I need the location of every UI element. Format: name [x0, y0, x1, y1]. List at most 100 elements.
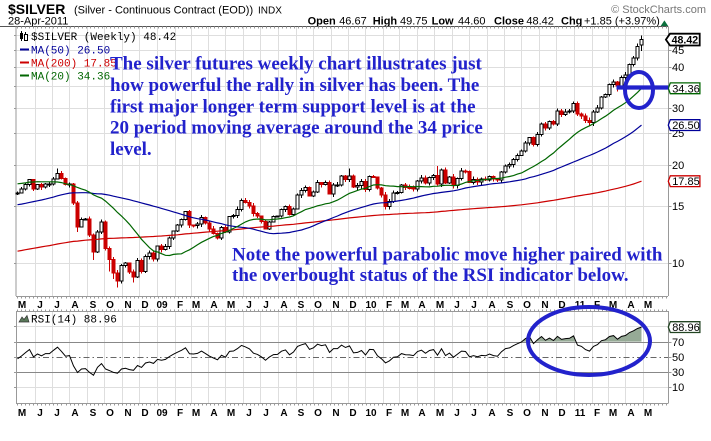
svg-text:M: M [192, 300, 200, 311]
svg-text:$SILVER (Weekly) 48.42: $SILVER (Weekly) 48.42 [31, 32, 176, 44]
svg-text:11: 11 [575, 408, 586, 419]
svg-text:S: S [298, 408, 305, 419]
svg-text:10: 10 [365, 408, 377, 419]
svg-text:45: 45 [672, 45, 684, 57]
svg-text:A: A [418, 408, 425, 419]
svg-text:F: F [386, 300, 392, 311]
svg-text:level.: level. [110, 139, 152, 160]
svg-text:88.96: 88.96 [672, 322, 700, 334]
svg-text:17.85: 17.85 [672, 176, 700, 188]
svg-text:30: 30 [672, 103, 684, 115]
svg-text:D: D [558, 408, 565, 419]
svg-text:20 period moving average aroun: 20 period moving average around the 34 p… [110, 118, 483, 139]
svg-text:A: A [488, 300, 495, 311]
svg-text:50: 50 [672, 352, 684, 364]
svg-text:M: M [401, 300, 409, 311]
svg-text:40: 40 [672, 62, 684, 74]
svg-text:(Silver - Continuous Contract: (Silver - Continuous Contract (EOD)) [74, 5, 253, 17]
svg-text:J: J [454, 408, 460, 419]
svg-text:M: M [401, 408, 409, 419]
svg-text:MA(200) 17.85: MA(200) 17.85 [31, 59, 117, 71]
svg-text:M: M [609, 408, 617, 419]
svg-text:09: 09 [156, 408, 168, 419]
svg-text:M: M [227, 300, 235, 311]
svg-text:MA(20) 34.36: MA(20) 34.36 [31, 72, 110, 84]
svg-text:A: A [488, 408, 495, 419]
svg-text:S: S [507, 408, 514, 419]
svg-text:The silver futures weekly char: The silver futures weekly chart illustra… [110, 54, 483, 75]
svg-text:how powerful the rally in silv: how powerful the rally in silver has bee… [110, 75, 479, 96]
svg-text:S: S [90, 408, 97, 419]
svg-text:J: J [246, 300, 252, 311]
svg-text:INDX: INDX [258, 6, 282, 17]
svg-text:N: N [124, 408, 131, 419]
svg-text:A: A [210, 408, 217, 419]
svg-text:M: M [436, 408, 444, 419]
svg-text:F: F [594, 408, 600, 419]
svg-text:O: O [523, 408, 531, 419]
svg-text:A: A [280, 300, 287, 311]
svg-text:the overbought status of the R: the overbought status of the RSI indicat… [232, 265, 629, 286]
svg-text:first major longer term suppor: first major longer term support level is… [110, 96, 476, 117]
svg-text:D: D [558, 300, 565, 311]
svg-text:© StockCharts.com: © StockCharts.com [611, 4, 706, 16]
svg-text:10: 10 [672, 382, 684, 394]
svg-text:MA(50) 26.50: MA(50) 26.50 [31, 46, 110, 58]
svg-text:J: J [37, 408, 43, 419]
svg-text:S: S [90, 300, 97, 311]
svg-text:30: 30 [672, 367, 684, 379]
svg-text:S: S [298, 300, 305, 311]
svg-text:A: A [627, 300, 634, 311]
svg-text:A: A [210, 300, 217, 311]
svg-text:A: A [627, 408, 634, 419]
svg-text:J: J [263, 408, 269, 419]
svg-text:09: 09 [156, 300, 168, 311]
svg-text:O: O [523, 300, 531, 311]
svg-text:F: F [177, 300, 183, 311]
svg-text:J: J [54, 300, 60, 311]
svg-text:M: M [18, 300, 26, 311]
svg-text:20: 20 [672, 160, 684, 172]
svg-text:M: M [644, 408, 652, 419]
svg-text:A: A [280, 408, 287, 419]
svg-text:J: J [54, 408, 60, 419]
svg-text:J: J [471, 408, 477, 419]
svg-text:O: O [106, 408, 114, 419]
svg-text:F: F [177, 408, 183, 419]
svg-text:34.36: 34.36 [672, 83, 700, 95]
svg-text:J: J [454, 300, 460, 311]
svg-text:J: J [246, 408, 252, 419]
svg-text:Note the powerful parabolic mo: Note the powerful parabolic move higher … [232, 245, 663, 266]
svg-text:J: J [471, 300, 477, 311]
svg-text:70: 70 [672, 337, 684, 349]
svg-text:S: S [507, 300, 514, 311]
svg-text:J: J [263, 300, 269, 311]
svg-text:N: N [541, 408, 548, 419]
svg-text:15: 15 [672, 201, 684, 213]
svg-text:O: O [314, 408, 322, 419]
svg-text:D: D [141, 408, 148, 419]
svg-text:48.42: 48.42 [672, 35, 699, 47]
svg-text:28-Apr-2011: 28-Apr-2011 [8, 16, 68, 28]
svg-text:D: D [349, 408, 356, 419]
svg-text:A: A [418, 300, 425, 311]
svg-text:D: D [349, 300, 356, 311]
svg-text:M: M [227, 408, 235, 419]
svg-text:N: N [332, 408, 339, 419]
svg-text:M: M [18, 408, 26, 419]
svg-text:N: N [332, 300, 339, 311]
svg-text:M: M [644, 300, 652, 311]
svg-text:J: J [37, 300, 43, 311]
svg-text:O: O [106, 300, 114, 311]
svg-text:10: 10 [365, 300, 377, 311]
svg-text:N: N [541, 300, 548, 311]
svg-text:26.50: 26.50 [672, 120, 700, 132]
svg-text:O: O [314, 300, 322, 311]
svg-text:F: F [386, 408, 392, 419]
svg-text:10: 10 [672, 258, 684, 270]
svg-text:RSI(14) 88.96: RSI(14) 88.96 [31, 315, 117, 327]
svg-text:M: M [436, 300, 444, 311]
svg-text:M: M [192, 408, 200, 419]
svg-text:M: M [609, 300, 617, 311]
